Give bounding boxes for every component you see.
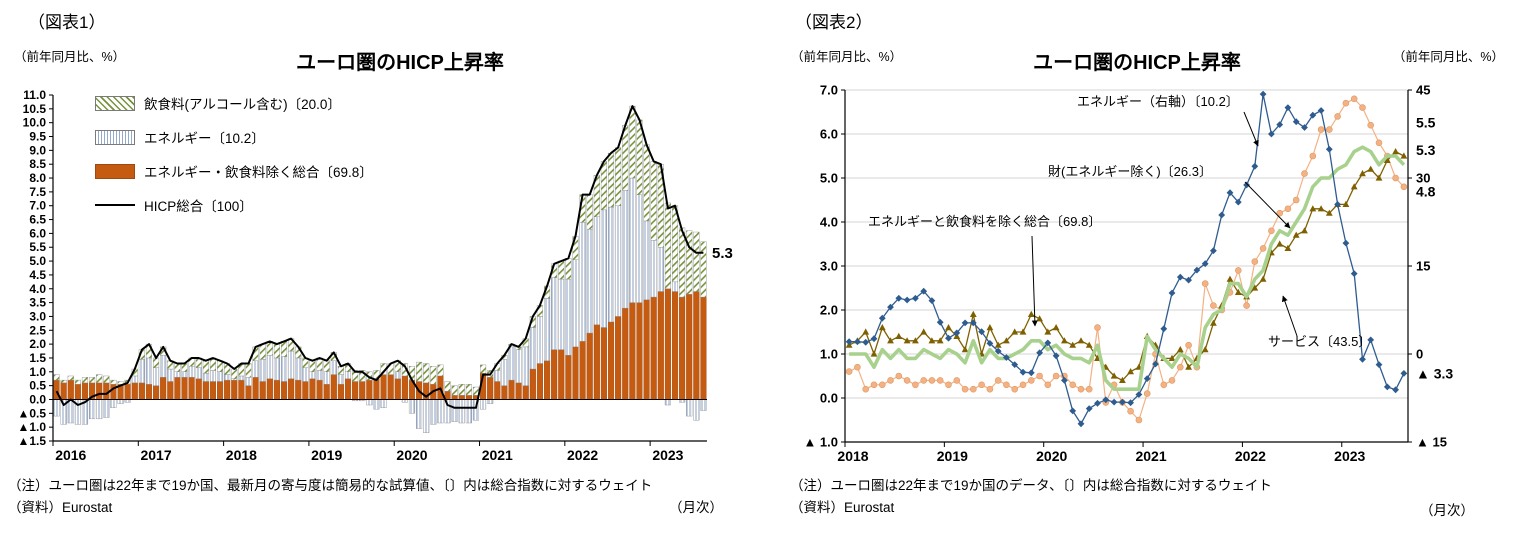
figure2-title: ユーロ圏のHICP上昇率 xyxy=(1033,52,1241,74)
svg-text:3.0: 3.0 xyxy=(820,259,838,274)
figure1-chart: 11.010.510.09.59.08.58.07.57.06.56.05.55… xyxy=(17,88,733,463)
legend-label-food: 飲食料(アルコール含む)〔20.0〕 xyxy=(144,97,341,112)
svg-text:サービス〔43.5〕: サービス〔43.5〕 xyxy=(1268,334,1371,349)
svg-text:2.5: 2.5 xyxy=(29,323,46,337)
figure2-chart: 7.0 6.0 5.0 4.0 3.0 2.0 1.0 0.0 ▲ 1.0 45 30 15 0 ▲ 15… xyxy=(803,83,1453,465)
svg-text:3.0: 3.0 xyxy=(29,309,46,323)
svg-text:2022: 2022 xyxy=(1235,448,1266,464)
figure1-left-axis-unit: （前年同月比、%） xyxy=(14,50,126,64)
svg-text:4.8: 4.8 xyxy=(1416,184,1436,200)
svg-text:▲0.5: ▲0.5 xyxy=(17,406,46,420)
svg-text:2023: 2023 xyxy=(652,447,683,463)
svg-text:7.0: 7.0 xyxy=(29,199,46,213)
svg-text:5.3: 5.3 xyxy=(712,245,733,262)
figure2-note: （注）ユーロ圏は22年まで19か国のデータ、〔〕内は総合指数に対するウェイト xyxy=(790,478,1272,493)
legend-item-core: エネルギー・飲食料除く総合〔69.8〕 xyxy=(95,161,373,181)
svg-text:30: 30 xyxy=(1416,171,1430,186)
svg-text:6.5: 6.5 xyxy=(29,213,46,227)
svg-text:5.0: 5.0 xyxy=(820,171,838,186)
legend-label-hicp: HICP総合〔100〕 xyxy=(144,199,253,214)
figure1-frequency: （月次） xyxy=(669,500,723,515)
energy-swatch-icon xyxy=(95,129,135,145)
figure1-note: （注）ユーロ圏は22年まで19か国、最新月の寄与度は簡易的な試算値、〔〕内は総合… xyxy=(8,478,653,493)
figure1-tag: （図表1） xyxy=(28,13,106,32)
svg-text:2021: 2021 xyxy=(482,447,513,463)
svg-text:2016: 2016 xyxy=(55,447,86,463)
svg-text:2019: 2019 xyxy=(311,447,342,463)
svg-text:2022: 2022 xyxy=(567,447,598,463)
svg-text:2019: 2019 xyxy=(937,448,968,464)
svg-text:4.0: 4.0 xyxy=(29,282,46,296)
svg-text:11.0: 11.0 xyxy=(23,88,46,102)
svg-text:2023: 2023 xyxy=(1334,448,1365,464)
legend-label-energy: エネルギー〔10.2〕 xyxy=(144,131,265,146)
figure1-source: （資料）Eurostat xyxy=(8,500,113,515)
svg-text:4.0: 4.0 xyxy=(820,215,838,230)
svg-text:5.5: 5.5 xyxy=(1416,115,1436,131)
svg-text:7.0: 7.0 xyxy=(820,83,838,98)
legend-item-hicp: HICP総合〔100〕 xyxy=(95,195,373,215)
figure2-left-axis-unit: （前年同月比、%） xyxy=(791,50,903,64)
figure2-panel: （図表2） （前年同月比、%） （前年同月比、%） ユーロ圏のHICP上昇率 7… xyxy=(757,0,1514,540)
svg-text:5.3: 5.3 xyxy=(1416,142,1436,158)
svg-text:4.5: 4.5 xyxy=(29,268,46,282)
figure1-panel: （図表1） （前年同月比、%） ユーロ圏のHICP上昇率 11.0 10.5 10.… xyxy=(8,13,733,515)
svg-text:10.5: 10.5 xyxy=(23,102,47,116)
svg-text:財(エネルギー除く)〔26.3〕: 財(エネルギー除く)〔26.3〕 xyxy=(1048,164,1212,179)
svg-text:8.5: 8.5 xyxy=(29,157,46,171)
svg-text:▲ 1.0: ▲ 1.0 xyxy=(803,435,838,450)
svg-text:2.0: 2.0 xyxy=(29,337,46,351)
svg-text:エネルギーと飲食料を除く総合〔69.8〕: エネルギーと飲食料を除く総合〔69.8〕 xyxy=(868,214,1101,229)
figure2-source: （資料）Eurostat xyxy=(790,500,895,515)
svg-text:3.5: 3.5 xyxy=(29,296,46,310)
svg-text:2.0: 2.0 xyxy=(820,303,838,318)
svg-text:9.5: 9.5 xyxy=(29,130,46,144)
svg-text:2018: 2018 xyxy=(837,448,868,464)
svg-text:0.0: 0.0 xyxy=(820,391,838,406)
svg-text:0.5: 0.5 xyxy=(29,379,46,393)
svg-text:6.0: 6.0 xyxy=(29,226,46,240)
legend-item-energy: エネルギー〔10.2〕 xyxy=(95,127,373,147)
svg-text:8.0: 8.0 xyxy=(29,171,46,185)
svg-text:1.0: 1.0 xyxy=(29,365,46,379)
svg-text:▲ 15: ▲ 15 xyxy=(1416,435,1447,450)
food-swatch-icon xyxy=(95,95,135,111)
svg-text:5.0: 5.0 xyxy=(29,254,46,268)
svg-text:2018: 2018 xyxy=(226,447,257,463)
legend-label-core: エネルギー・飲食料除く総合〔69.8〕 xyxy=(144,165,373,180)
svg-text:5.5: 5.5 xyxy=(29,240,46,254)
svg-text:6.0: 6.0 xyxy=(820,127,838,142)
figure2-tag: （図表2） xyxy=(795,13,873,32)
figure1-legend: 飲食料(アルコール含む)〔20.0〕 エネルギー〔10.2〕 エネルギー・飲食料… xyxy=(95,93,373,215)
svg-text:2017: 2017 xyxy=(140,447,171,463)
svg-text:2020: 2020 xyxy=(396,447,427,463)
svg-text:▲1.0: ▲1.0 xyxy=(17,420,46,434)
legend-item-food: 飲食料(アルコール含む)〔20.0〕 xyxy=(95,93,373,113)
svg-text:▲ 3.3: ▲ 3.3 xyxy=(1416,365,1453,381)
figure1-title: ユーロ圏のHICP上昇率 xyxy=(296,52,504,74)
svg-text:0: 0 xyxy=(1416,347,1423,362)
svg-text:45: 45 xyxy=(1416,83,1430,98)
svg-text:▲1.5: ▲1.5 xyxy=(17,434,46,448)
svg-text:1.0: 1.0 xyxy=(820,347,838,362)
svg-text:2020: 2020 xyxy=(1036,448,1067,464)
svg-text:15: 15 xyxy=(1416,259,1430,274)
svg-text:7.5: 7.5 xyxy=(29,185,46,199)
figure2-frequency: （月次） xyxy=(1420,503,1474,518)
core-swatch-icon xyxy=(95,163,135,179)
svg-text:0.0: 0.0 xyxy=(29,392,46,406)
svg-text:1.5: 1.5 xyxy=(29,351,46,365)
svg-text:9.0: 9.0 xyxy=(29,143,46,157)
figure2-right-axis-unit: （前年同月比、%） xyxy=(1392,50,1504,64)
svg-text:エネルギー（右軸）〔10.2〕: エネルギー（右軸）〔10.2〕 xyxy=(1077,94,1239,109)
svg-text:10.0: 10.0 xyxy=(23,116,47,130)
svg-text:2021: 2021 xyxy=(1135,448,1166,464)
hicp-line-swatch-icon xyxy=(95,204,135,206)
